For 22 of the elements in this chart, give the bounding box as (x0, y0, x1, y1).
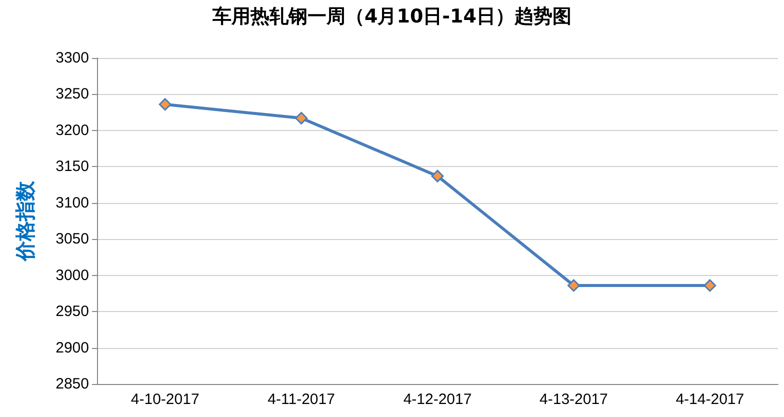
y-tick-label: 2950 (56, 303, 89, 320)
point (704, 279, 716, 292)
y-tick-label: 3000 (56, 266, 89, 284)
y-tick-label: 2900 (56, 339, 89, 356)
y-tick-label: 3100 (56, 194, 89, 212)
point (431, 170, 444, 182)
y-tick-label: 3250 (56, 86, 89, 103)
point (295, 112, 308, 124)
x-tick-label: 4-14-2017 (676, 391, 744, 408)
x-tick-label: 4-11-2017 (268, 391, 335, 408)
point (158, 98, 172, 111)
y-tick-label: 2850 (56, 376, 89, 392)
x-tick-label: 4-13-2017 (540, 391, 608, 408)
x-tick-label: 4-10-2017 (130, 391, 200, 408)
y-tick-label: 3300 (56, 50, 89, 66)
chart-title: 车用热轧钢一周（4月10日-14日）趋势图 (212, 6, 572, 28)
y-tick-label: 3150 (56, 158, 89, 176)
y-tick-label: 3200 (56, 122, 89, 139)
point (567, 279, 580, 292)
y-axis-title: 价格指数 (13, 180, 37, 262)
y-tick-label: 3050 (56, 230, 89, 248)
x-tick-label: 4-12-2017 (403, 391, 472, 408)
